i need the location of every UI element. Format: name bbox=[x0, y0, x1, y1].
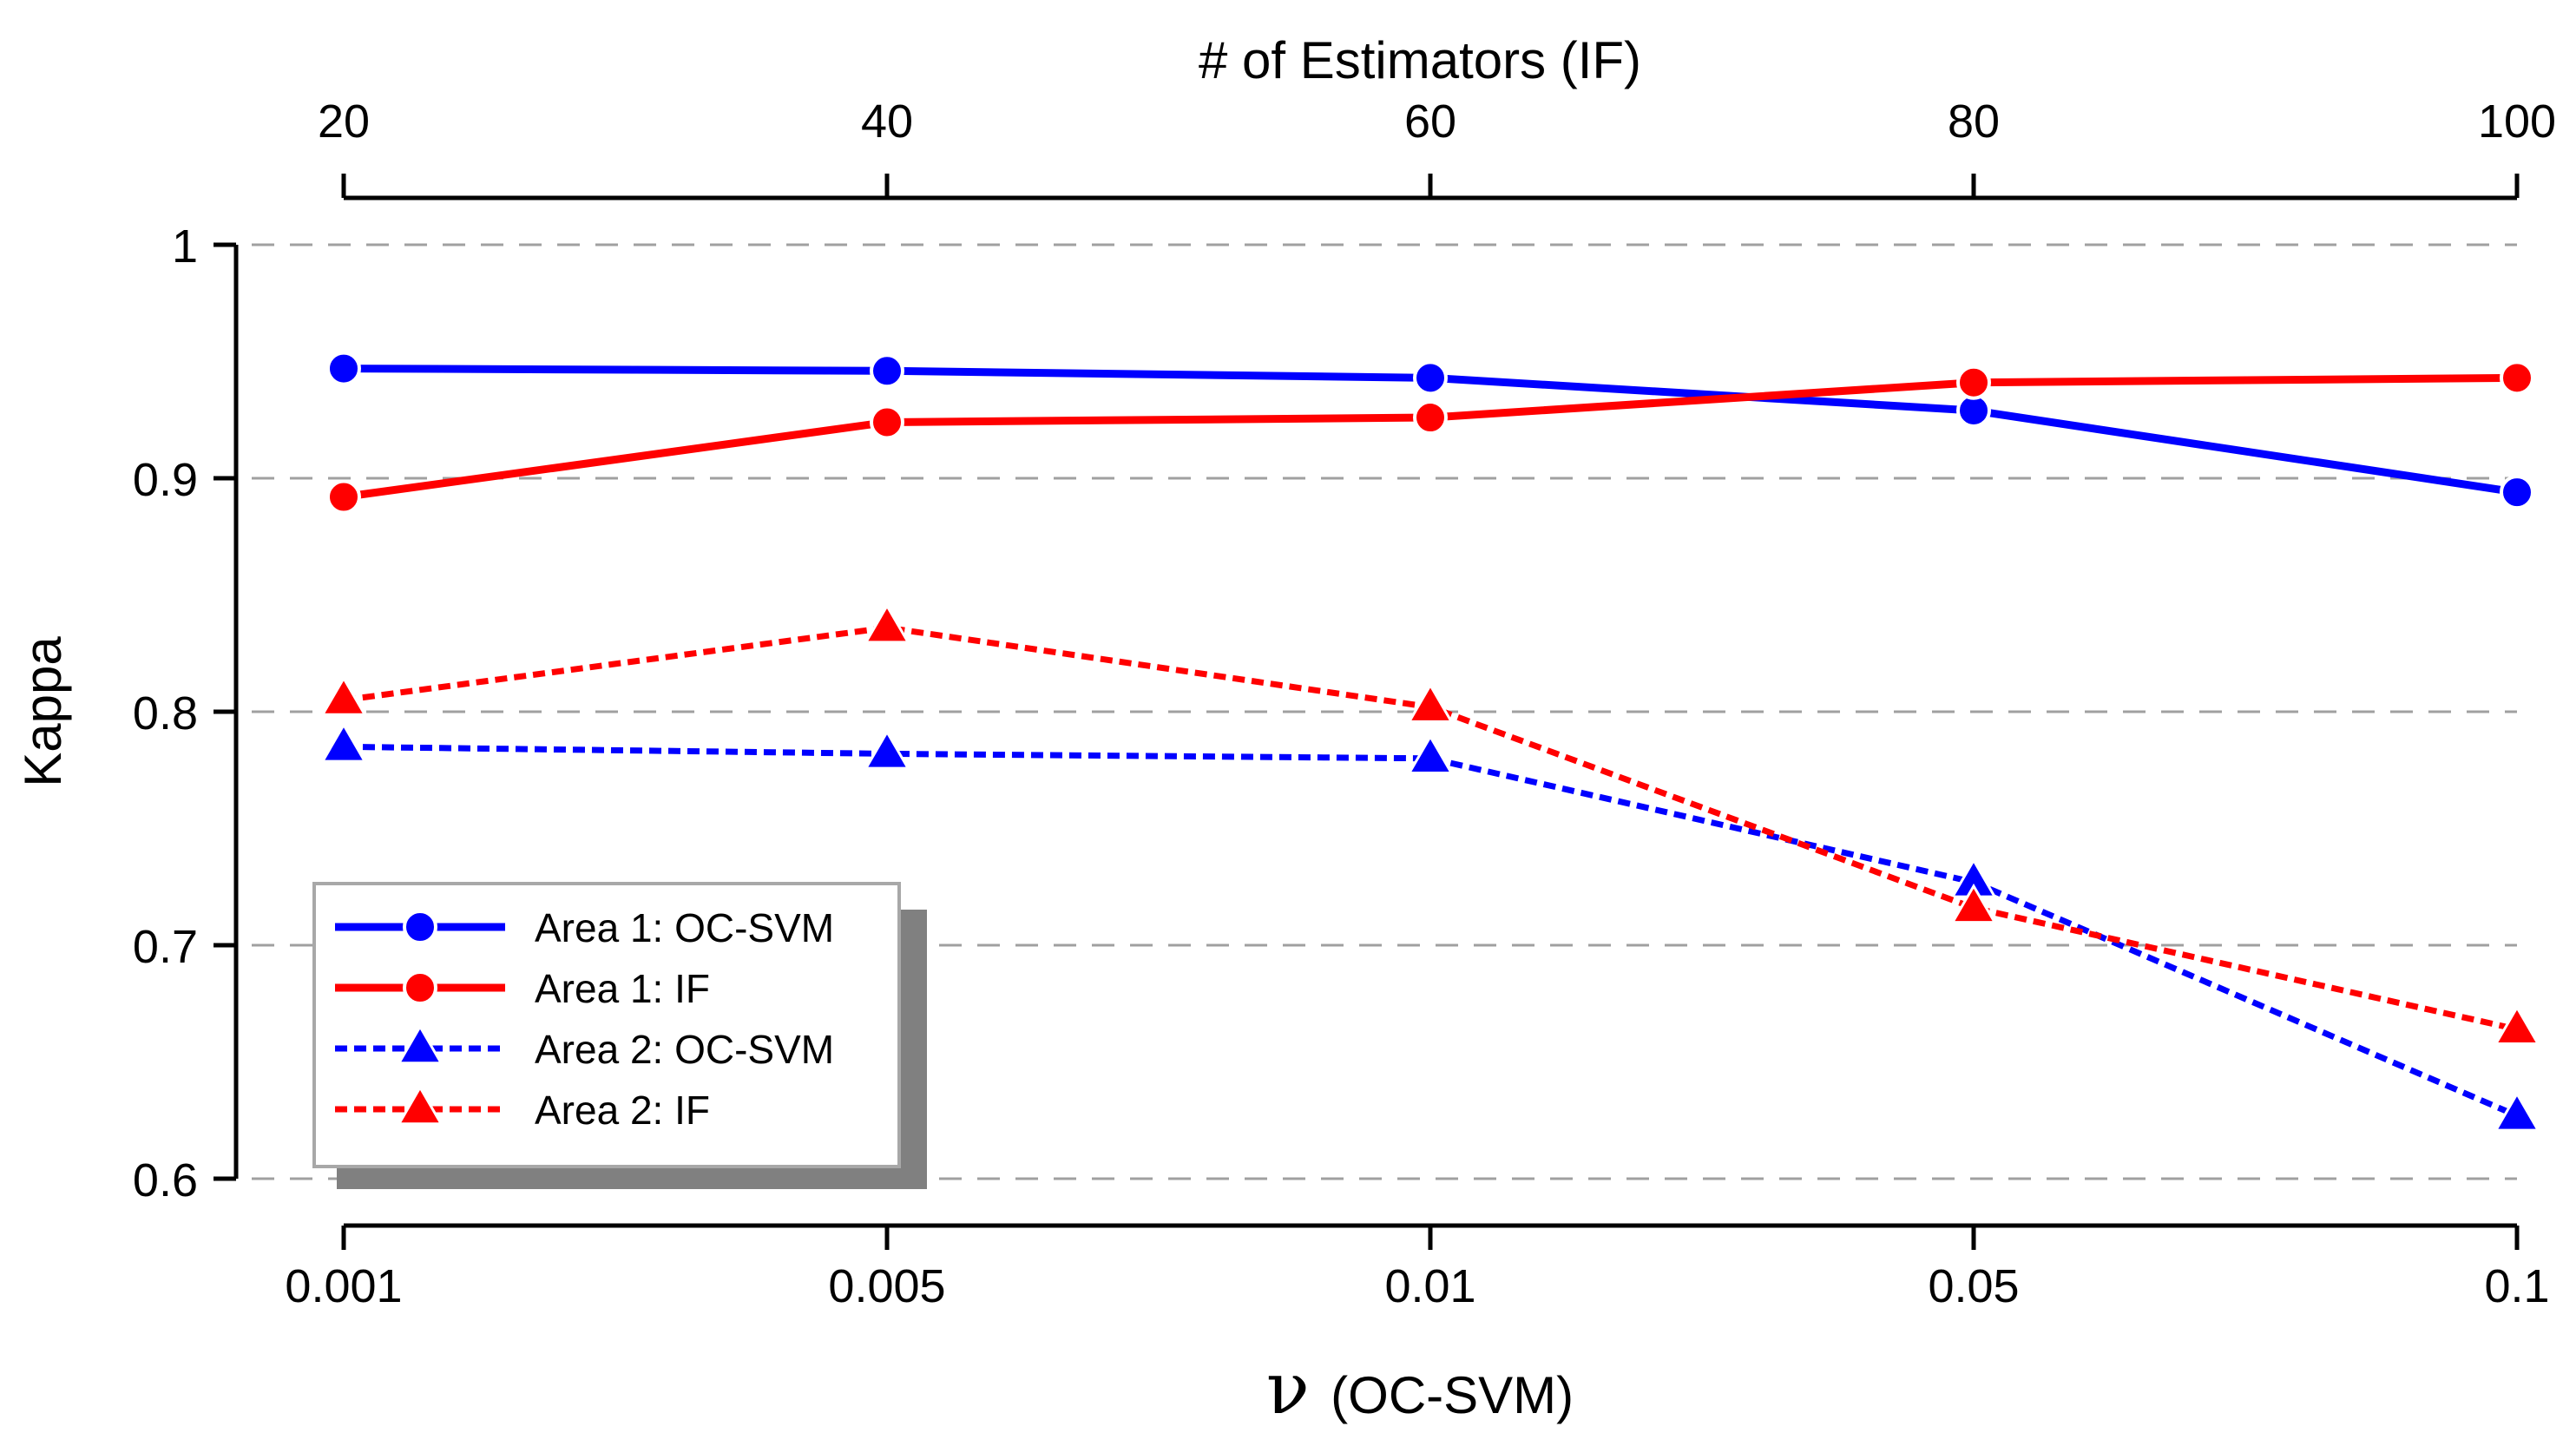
series-0-point-1 bbox=[870, 353, 904, 389]
series-0-point-0 bbox=[326, 351, 361, 386]
y-tick-label-2: 0.8 bbox=[133, 687, 198, 740]
x-tick-label-top-4: 100 bbox=[2478, 95, 2556, 148]
y-tick-label-0: 0.6 bbox=[133, 1154, 198, 1206]
x-tick-label-top-2: 60 bbox=[1404, 95, 1456, 148]
x-axis-bottom-title: ν (OC-SVM) bbox=[1266, 1348, 1574, 1430]
series-1-point-2 bbox=[1413, 400, 1448, 436]
legend-items: Area 1: OC-SVM Area 1: IF Area 2: OC-SVM Ar… bbox=[335, 905, 834, 1133]
legend-marker-2 bbox=[397, 1023, 444, 1065]
x-tick-label-bottom-0: 0.001 bbox=[285, 1260, 402, 1312]
legend-marker-0 bbox=[403, 910, 437, 944]
series-2-point-1 bbox=[864, 729, 910, 770]
series-1-point-4 bbox=[2500, 360, 2534, 396]
series-3-point-3 bbox=[1950, 883, 1997, 924]
series-3-point-0 bbox=[320, 675, 367, 716]
series-1-point-0 bbox=[326, 479, 361, 515]
x-ticks-bottom: 0.001 0.005 0.01 0.05 0.1 bbox=[285, 1226, 2550, 1312]
series-2-point-2 bbox=[1407, 733, 1454, 775]
legend-label-0: Area 1: OC-SVM bbox=[535, 905, 834, 950]
series-0 bbox=[326, 351, 2534, 510]
grid-lines bbox=[252, 243, 2517, 1180]
x-tick-label-bottom-2: 0.01 bbox=[1384, 1260, 1475, 1312]
x-axis-top-title: # of Estimators (IF) bbox=[1199, 31, 1641, 89]
legend-label-2: Area 2: OC-SVM bbox=[535, 1027, 834, 1072]
series-group bbox=[320, 351, 2540, 1132]
series-3-point-4 bbox=[2494, 1004, 2540, 1046]
nu-symbol: ν bbox=[1266, 1348, 1310, 1430]
x-tick-label-top-3: 80 bbox=[1948, 95, 2000, 148]
x-tick-label-bottom-4: 0.1 bbox=[2484, 1260, 2549, 1312]
series-0-point-4 bbox=[2500, 475, 2534, 510]
legend: Area 1: OC-SVM Area 1: IF Area 2: OC-SVM Ar… bbox=[312, 882, 927, 1189]
series-1-point-3 bbox=[1956, 365, 1991, 400]
x-tick-label-top-1: 40 bbox=[861, 95, 913, 148]
x-tick-label-bottom-1: 0.005 bbox=[828, 1260, 945, 1312]
series-3 bbox=[320, 603, 2540, 1046]
x-tick-label-top-0: 20 bbox=[318, 95, 370, 148]
y-tick-label-1: 0.7 bbox=[133, 921, 198, 973]
series-2-point-4 bbox=[2494, 1091, 2540, 1132]
series-1-point-1 bbox=[870, 404, 904, 440]
legend-marker-1 bbox=[403, 970, 437, 1005]
y-axis-title: Kappa bbox=[14, 636, 72, 787]
series-1 bbox=[326, 360, 2534, 515]
x-tick-label-bottom-3: 0.05 bbox=[1928, 1260, 2019, 1312]
legend-label-3: Area 2: IF bbox=[535, 1088, 710, 1133]
x-axis-bottom-title-text: (OC-SVM) bbox=[1331, 1366, 1574, 1424]
series-2-point-0 bbox=[320, 722, 367, 763]
legend-label-1: Area 1: IF bbox=[535, 966, 710, 1011]
series-0-point-2 bbox=[1413, 360, 1448, 396]
x-ticks-top: 20 40 60 80 100 bbox=[318, 95, 2556, 198]
series-3-point-2 bbox=[1407, 682, 1454, 723]
y-ticks: 0.6 0.7 0.8 0.9 1 bbox=[133, 220, 236, 1206]
y-tick-label-4: 1 bbox=[172, 220, 198, 273]
series-2 bbox=[320, 722, 2540, 1132]
y-tick-label-3: 0.9 bbox=[133, 454, 198, 506]
series-line-2 bbox=[343, 743, 2519, 1119]
series-3-point-1 bbox=[864, 603, 910, 644]
legend-marker-3 bbox=[397, 1084, 444, 1126]
